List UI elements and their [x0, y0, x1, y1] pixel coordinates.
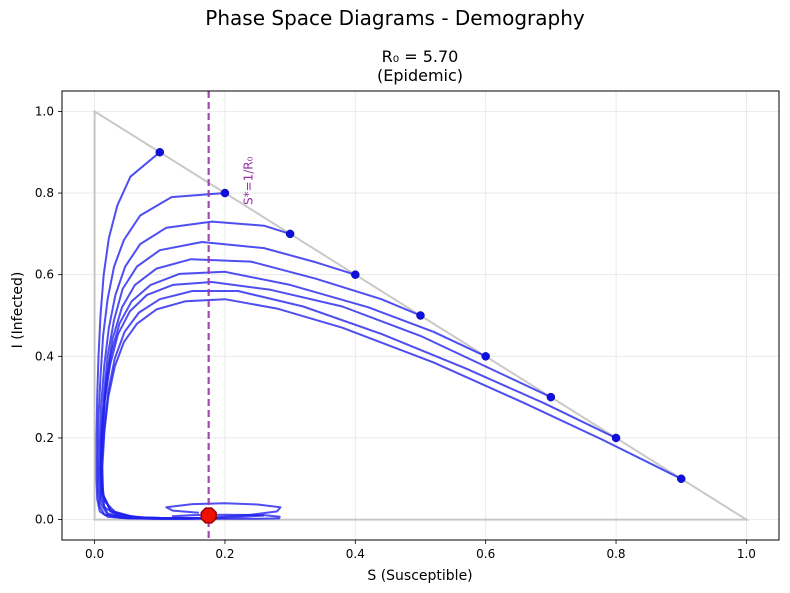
- threshold-label: S*=1/R₀: [242, 156, 256, 205]
- figure-suptitle: Phase Space Diagrams - Demography: [205, 6, 585, 30]
- x-tick-label: 1.0: [737, 547, 756, 561]
- start-point-marker: [416, 311, 425, 320]
- axes-title-line2: (Epidemic): [377, 66, 463, 85]
- plot-area: S*=1/R₀: [93, 91, 750, 540]
- x-tick-label: 0.4: [346, 547, 365, 561]
- start-point-marker: [351, 270, 360, 279]
- y-tick-label: 0.6: [35, 268, 54, 282]
- y-tick-label: 1.0: [35, 104, 54, 118]
- start-point-marker: [155, 147, 165, 157]
- axes-frame: [61, 90, 780, 541]
- ticks: 0.0 0.2 0.4 0.6 0.8 1.0 0.0 0.2 0.4 0.6 0.8 1.0: [35, 104, 756, 561]
- y-tick-label: 0.8: [35, 186, 54, 200]
- axes-title-line1: R₀ = 5.70: [382, 47, 459, 66]
- trajectory-line: [101, 298, 682, 520]
- x-tick-label: 0.6: [476, 547, 495, 561]
- start-point-marker: [611, 433, 621, 443]
- y-tick-label: 0.2: [35, 431, 54, 445]
- start-point-marker: [481, 352, 490, 361]
- y-tick-label: 0.4: [35, 349, 54, 363]
- trajectory-line: [98, 220, 291, 520]
- y-tick-label: 0.0: [35, 513, 54, 527]
- x-tick-label: 0.2: [215, 547, 234, 561]
- y-axis-label: I (Infected): [10, 272, 26, 349]
- equilibrium-marker: [200, 507, 217, 524]
- start-point-marker: [546, 392, 556, 402]
- start-point-marker: [676, 474, 686, 484]
- start-point-marker: [285, 229, 295, 239]
- x-axis-label: S (Susceptible): [367, 568, 472, 584]
- x-tick-label: 0.0: [85, 547, 104, 561]
- start-point-marker: [220, 188, 230, 198]
- x-tick-label: 0.8: [606, 547, 625, 561]
